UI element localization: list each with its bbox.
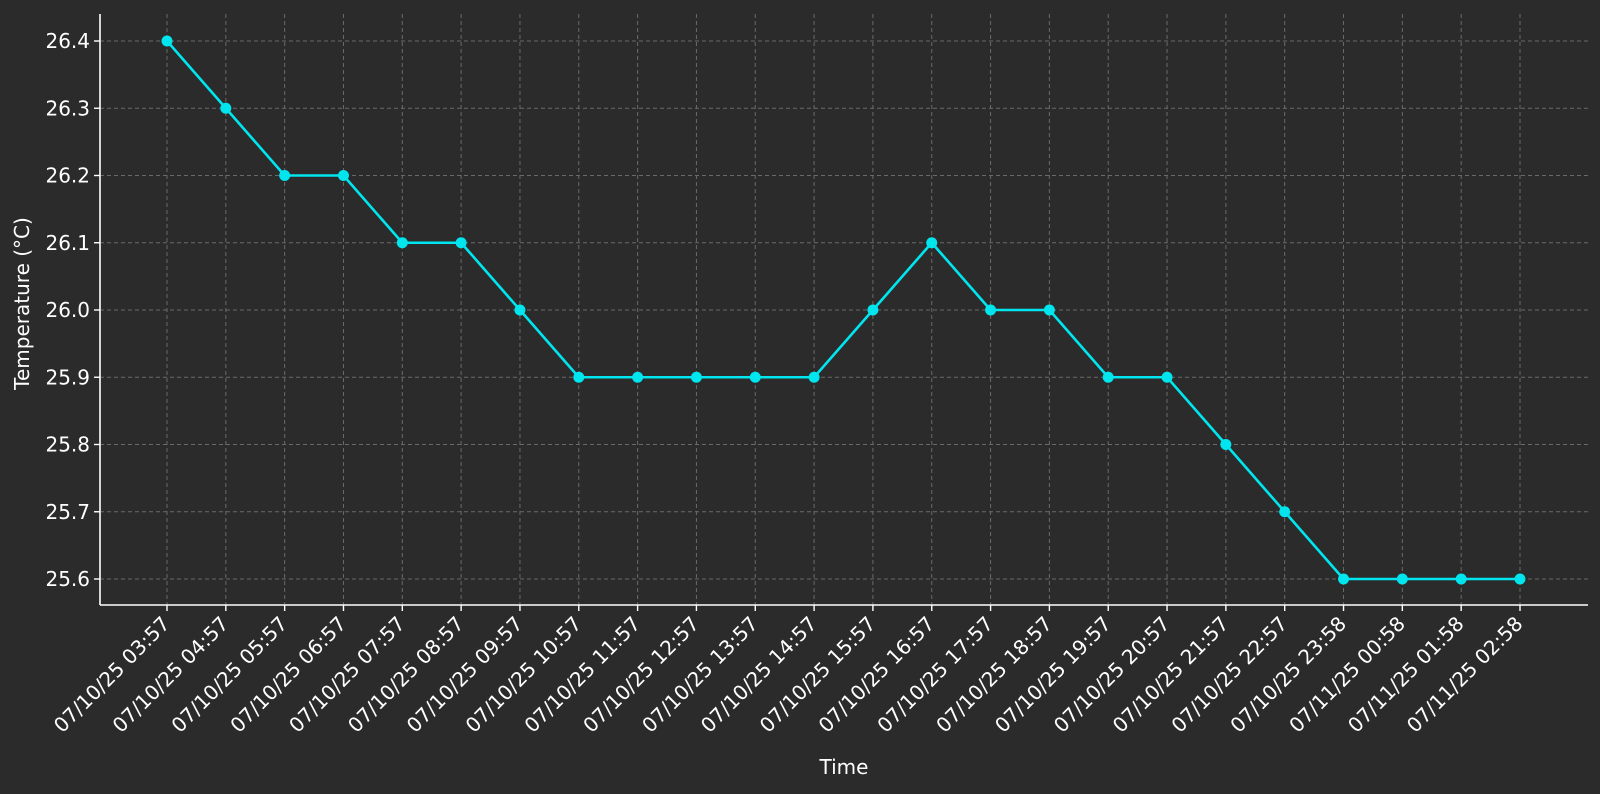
data-point (749, 371, 761, 383)
data-point (1102, 371, 1114, 383)
data-point (1396, 573, 1408, 585)
data-point (690, 371, 702, 383)
data-point (396, 237, 408, 249)
y-tick-label: 25.8 (45, 433, 90, 457)
x-axis-title: Time (819, 755, 869, 779)
series-temperature (161, 35, 1526, 585)
data-point (1338, 573, 1350, 585)
y-tick-label: 26.2 (45, 164, 90, 188)
data-point (514, 304, 526, 316)
axes (94, 14, 1588, 611)
data-point (926, 237, 938, 249)
data-point (573, 371, 585, 383)
data-point (808, 371, 820, 383)
data-point (1161, 371, 1173, 383)
y-tick-label: 26.3 (45, 96, 90, 120)
y-tick-label: 25.6 (45, 567, 90, 591)
y-tick-label: 25.9 (45, 365, 90, 389)
data-point (279, 170, 291, 181)
y-tick-label: 25.7 (45, 500, 90, 524)
data-point (161, 35, 173, 47)
y-tick-label: 26.4 (45, 29, 90, 53)
data-point (1043, 304, 1055, 316)
y-axis-title: Temperature (°C) (10, 217, 34, 391)
y-tick-labels: 25.6 25.7 25.8 25.9 26.0 26.1 26.2 26.3 26.4 (45, 29, 90, 591)
data-point (220, 102, 232, 114)
data-point (337, 170, 349, 181)
data-point (455, 237, 467, 249)
y-tick-label: 26.0 (45, 298, 90, 322)
data-point (985, 304, 997, 316)
data-point (1455, 573, 1467, 585)
data-point (632, 371, 644, 383)
data-point (1220, 439, 1232, 450)
y-tick-label: 26.1 (45, 231, 90, 255)
data-point (1514, 573, 1526, 585)
data-point (1279, 506, 1291, 518)
data-point (867, 304, 879, 316)
series-line (166, 40, 1520, 581)
